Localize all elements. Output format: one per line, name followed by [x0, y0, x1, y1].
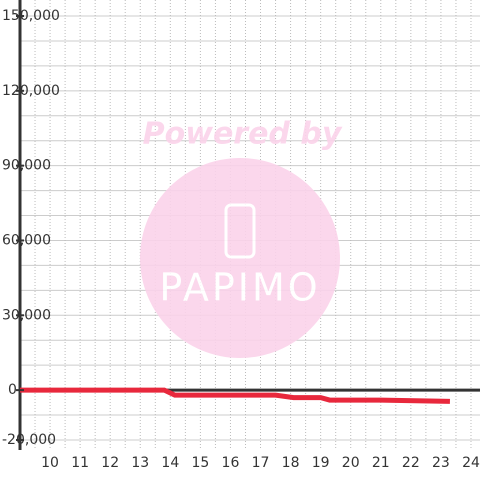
watermark-title: Powered by [143, 117, 343, 152]
x-tick-label: 15 [191, 455, 209, 471]
x-tick-label: 13 [131, 455, 149, 471]
x-tick-label: 22 [402, 455, 420, 471]
x-tick-label: 24 [462, 455, 480, 471]
y-tick-label: 0 [8, 382, 17, 398]
x-tick-label: 14 [161, 455, 179, 471]
x-tick-label: 10 [41, 455, 59, 471]
watermark-brand: PAPIMO [159, 266, 320, 310]
y-tick-label: 120,000 [2, 83, 60, 99]
x-tick-label: 11 [71, 455, 89, 471]
y-tick-label: -20,000 [2, 432, 56, 448]
y-tick-label: 150,000 [2, 8, 60, 24]
y-tick-label: 90,000 [2, 158, 51, 174]
y-tick-label: 60,000 [2, 232, 51, 248]
x-tick-label: 12 [101, 455, 119, 471]
watermark-icon [224, 203, 256, 259]
x-tick-label: 23 [432, 455, 450, 471]
x-tick-label: 19 [312, 455, 330, 471]
x-tick-label: 21 [372, 455, 390, 471]
watermark: Powered by PAPIMO [140, 117, 343, 358]
x-tick-label: 16 [222, 455, 240, 471]
x-tick-label: 18 [282, 455, 300, 471]
line-series [20, 387, 450, 404]
x-tick-label: 20 [342, 455, 360, 471]
x-tick-label: 17 [252, 455, 270, 471]
y-tick-label: 30,000 [2, 307, 51, 323]
